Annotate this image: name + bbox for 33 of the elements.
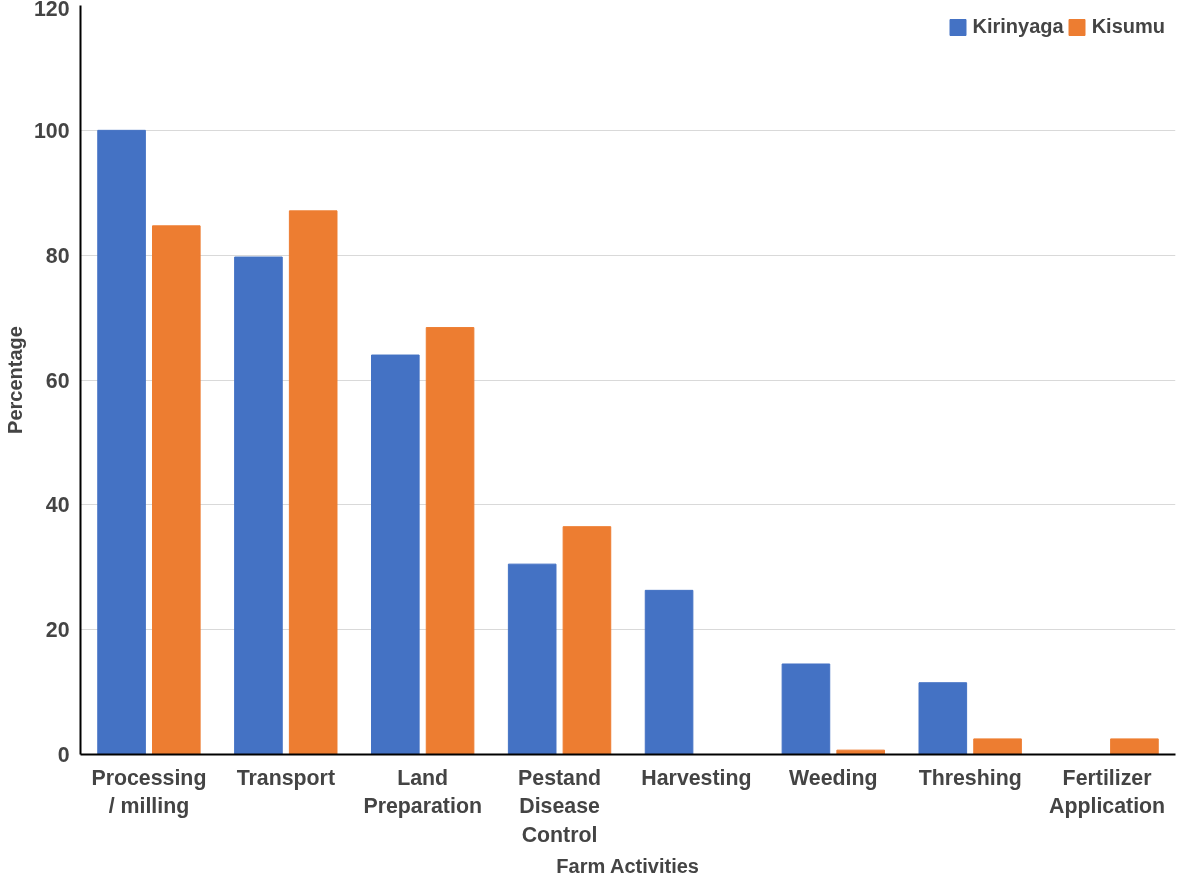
legend-label: Kirinyaga <box>972 15 1064 38</box>
x-tick-label: Fertilizer Application <box>1049 765 1166 819</box>
bar <box>97 129 146 755</box>
x-axis-title: Farm Activities <box>556 855 699 878</box>
legend-label: Kisumu <box>1091 15 1165 38</box>
x-tick-label: Pestand Disease Control <box>518 765 602 848</box>
bar <box>562 526 612 755</box>
bar <box>425 327 475 755</box>
y-tick-label: 0 <box>57 743 70 767</box>
y-axis-title: Percentage <box>3 326 26 434</box>
bar <box>973 738 1022 755</box>
bar <box>371 354 420 755</box>
bar <box>1110 738 1159 755</box>
bar <box>836 749 885 755</box>
y-tick-label: 40 <box>45 493 70 518</box>
y-tick-label: 80 <box>45 243 70 268</box>
x-tick-label: Land Preparation <box>363 765 482 819</box>
bar <box>152 225 201 755</box>
y-tick-label: 20 <box>45 618 70 643</box>
bar <box>644 589 694 755</box>
bar <box>234 256 283 755</box>
bar <box>288 210 338 755</box>
y-tick-label: 120 <box>33 0 70 21</box>
bar <box>507 563 557 755</box>
bar <box>918 682 968 755</box>
x-tick-label: Transport <box>236 765 336 790</box>
y-tick-label: 100 <box>33 118 70 143</box>
x-tick-label: Weeding <box>789 765 878 790</box>
x-tick-label: Processing / milling <box>91 765 207 819</box>
x-tick-label: Threshing <box>918 765 1022 790</box>
x-tick-label: Harvesting <box>641 765 752 790</box>
y-tick-label: 60 <box>45 368 70 393</box>
bar <box>781 663 831 755</box>
